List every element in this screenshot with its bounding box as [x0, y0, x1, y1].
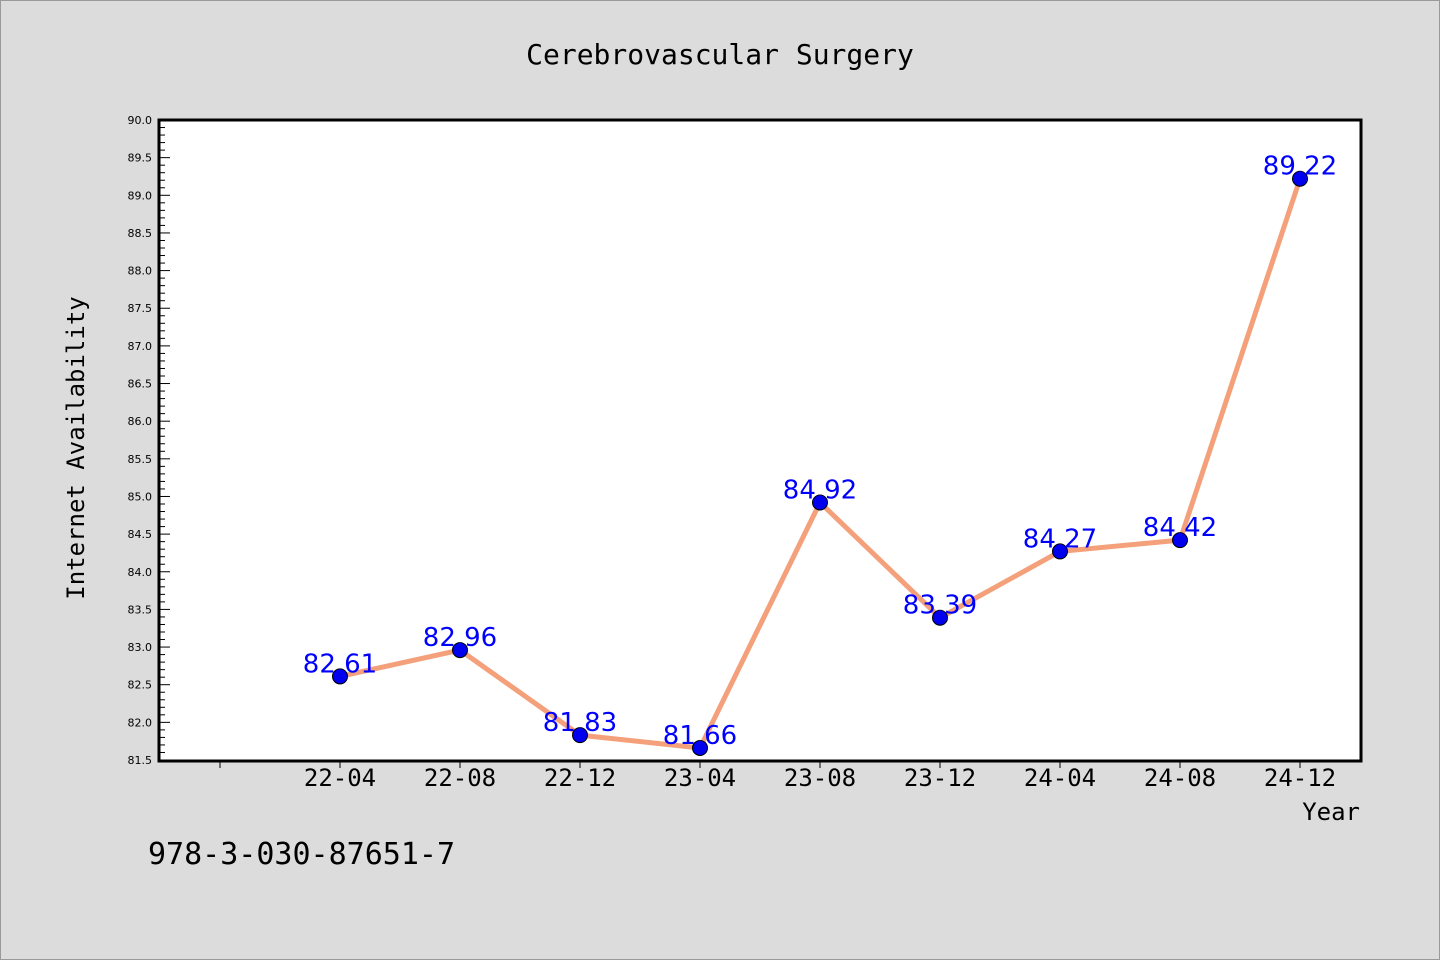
x-tick-label: 22-08: [424, 764, 496, 792]
y-tick-label: 84.5: [128, 528, 153, 541]
data-label: 81.66: [663, 721, 737, 751]
data-label: 83.39: [903, 591, 977, 621]
data-label: 84.42: [1143, 513, 1217, 543]
x-tick-label: 24-08: [1144, 764, 1216, 792]
data-point: [1052, 543, 1068, 560]
data-label: 81.83: [543, 708, 617, 738]
y-tick-label: 89.5: [128, 152, 153, 165]
x-axis-label: Year: [1302, 798, 1360, 826]
data-point: [1292, 170, 1308, 187]
data-point: [692, 739, 708, 756]
y-tick-label: 90.0: [128, 114, 153, 127]
y-tick-label: 89.0: [128, 189, 153, 202]
data-label: 84.92: [783, 475, 857, 505]
data-label: 89.22: [1263, 152, 1337, 182]
data-point: [932, 609, 948, 626]
y-axis-label: Internet Availability: [62, 296, 90, 599]
isbn-footnote: 978-3-030-87651-7: [148, 837, 455, 872]
y-tick-label: 86.0: [128, 415, 153, 428]
data-point: [1172, 532, 1188, 549]
y-tick-label: 85.5: [128, 453, 153, 466]
y-tick-label: 88.5: [128, 227, 153, 240]
y-tick-label: 85.0: [128, 490, 153, 503]
data-point: [572, 727, 588, 744]
data-point: [452, 642, 468, 659]
data-label: 84.27: [1023, 524, 1097, 554]
y-axis: 81.5 82.0 82.5 83.0 83.5 84.0 84.5 85.0 85.5 86.0…: [128, 114, 170, 767]
x-tick-label: 22-04: [304, 764, 376, 792]
data-point: [812, 494, 828, 511]
x-tick-label: 23-12: [904, 764, 976, 792]
data-label: 82.96: [423, 623, 497, 653]
y-tick-label: 81.5: [128, 754, 153, 767]
y-tick-label: 82.0: [128, 716, 153, 729]
y-tick-label: 84.0: [128, 566, 153, 579]
y-tick-label: 87.0: [128, 340, 153, 353]
data-labels: 82.61 82.96 81.83 81.66 84.92 83.39 84.27 84.42…: [303, 152, 1337, 751]
y-tick-label: 83.5: [128, 603, 153, 616]
y-tick-label: 86.5: [128, 378, 153, 391]
x-tick-label: 23-04: [664, 764, 736, 792]
y-tick-label: 83.0: [128, 641, 153, 654]
x-tick-label: 22-12: [544, 764, 616, 792]
chart-title: Cerebrovascular Surgery: [526, 38, 914, 71]
series-line: [332, 170, 1308, 756]
x-axis: 22-04 22-08 22-12 23-04 23-08 23-12 24-04 24-08…: [219, 760, 1336, 792]
plot-area: [157, 118, 1363, 763]
data-point: [332, 668, 348, 685]
y-tick-label: 82.5: [128, 679, 153, 692]
x-tick-label: 24-04: [1024, 764, 1096, 792]
x-tick-label: 23-08: [784, 764, 856, 792]
data-label: 82.61: [303, 649, 377, 679]
y-tick-label: 87.5: [128, 302, 153, 315]
y-tick-label: 88.0: [128, 265, 153, 278]
x-tick-label: 24-12: [1264, 764, 1336, 792]
